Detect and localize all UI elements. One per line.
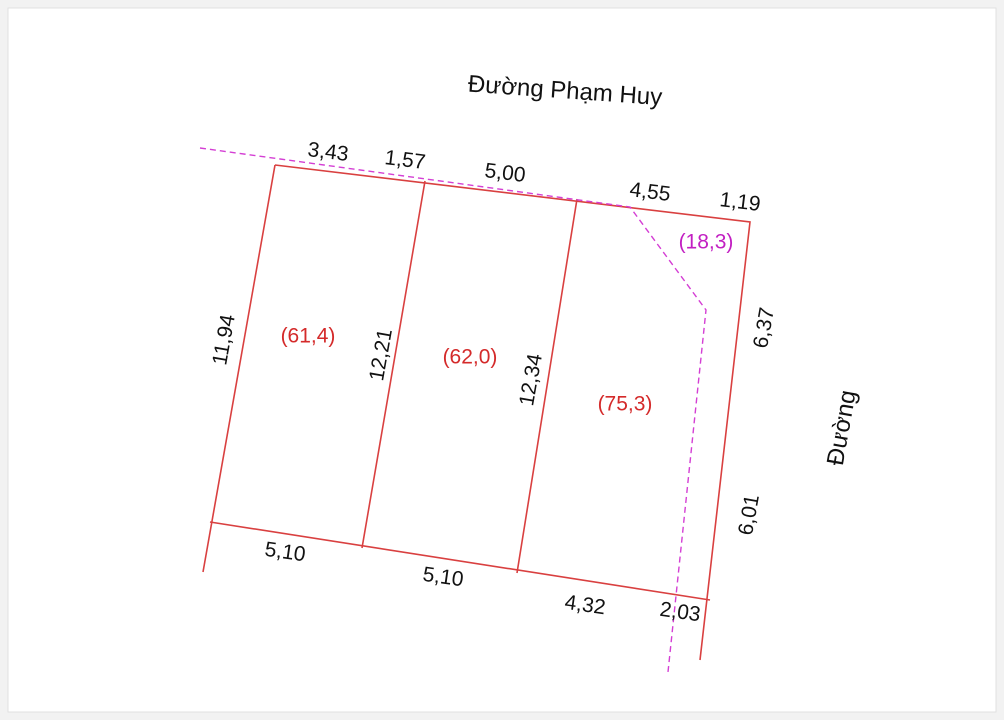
edge-length: 4,55 xyxy=(628,178,671,206)
road-boundary xyxy=(199,147,707,673)
sheet xyxy=(7,7,997,713)
divider xyxy=(361,180,426,549)
edge-length: 2,03 xyxy=(658,598,702,626)
divider xyxy=(516,198,578,574)
plot-area: (61,4) xyxy=(281,325,336,348)
edge-length: 1,19 xyxy=(718,188,761,216)
edge-length: 5,10 xyxy=(263,538,307,566)
plot-area: (62,0) xyxy=(443,346,498,369)
bottom-boundary xyxy=(209,521,711,601)
plot-area: (75,3) xyxy=(598,393,653,416)
edge-length: 5,10 xyxy=(421,563,465,591)
edge-length: 4,32 xyxy=(563,591,607,619)
edge-length: 5,00 xyxy=(483,159,526,187)
left-boundary xyxy=(202,164,276,573)
plot-lines xyxy=(199,147,751,673)
edge-length: 3,43 xyxy=(306,138,349,166)
edge-length: 1,57 xyxy=(383,146,426,174)
plot-area: (18,3) xyxy=(679,231,734,254)
outer-boundary xyxy=(274,164,751,661)
